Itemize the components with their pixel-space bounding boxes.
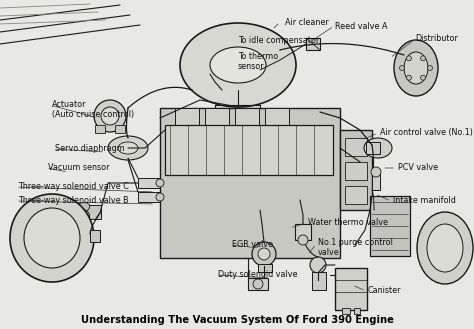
Bar — [342, 308, 350, 314]
Circle shape — [298, 235, 308, 245]
Circle shape — [94, 100, 126, 132]
Text: Air cleaner: Air cleaner — [285, 18, 329, 27]
Circle shape — [407, 75, 411, 80]
Bar — [370, 196, 410, 256]
Text: PCV valve: PCV valve — [398, 163, 438, 172]
Bar — [115, 125, 125, 133]
Bar — [205, 108, 229, 126]
Circle shape — [371, 167, 381, 177]
Text: Air control valve (No.1): Air control valve (No.1) — [380, 128, 473, 137]
Bar — [138, 178, 160, 188]
Text: Canister: Canister — [368, 286, 401, 295]
Text: Actuator
(Auto cruise control): Actuator (Auto cruise control) — [52, 100, 134, 119]
Bar — [345, 138, 367, 156]
Text: Intake manifold: Intake manifold — [393, 196, 456, 205]
Ellipse shape — [394, 40, 438, 96]
Circle shape — [400, 65, 404, 70]
Bar — [295, 224, 311, 240]
Bar — [335, 268, 367, 310]
Ellipse shape — [417, 212, 473, 284]
Bar — [175, 108, 199, 126]
Bar — [345, 186, 367, 204]
Bar — [90, 230, 100, 242]
Bar — [235, 108, 259, 126]
Bar — [345, 162, 367, 180]
Bar — [265, 108, 289, 126]
Bar — [160, 108, 340, 258]
Ellipse shape — [180, 23, 296, 107]
Bar — [95, 125, 105, 133]
Bar — [306, 38, 320, 50]
Ellipse shape — [10, 194, 94, 282]
Ellipse shape — [427, 224, 463, 272]
Ellipse shape — [74, 203, 90, 214]
Bar — [248, 278, 268, 290]
Circle shape — [253, 279, 263, 289]
Text: To idle compensator: To idle compensator — [238, 36, 319, 45]
Bar — [138, 192, 160, 202]
Ellipse shape — [364, 138, 392, 158]
Ellipse shape — [24, 208, 80, 268]
Bar — [312, 272, 326, 290]
Text: Servo diaphragm: Servo diaphragm — [55, 144, 125, 153]
Circle shape — [420, 56, 426, 61]
Text: EGR valve: EGR valve — [232, 240, 273, 249]
Bar — [258, 264, 272, 272]
Text: No.1 purge control
valve: No.1 purge control valve — [318, 238, 393, 257]
Text: Three-way solenoid valve B: Three-way solenoid valve B — [18, 196, 128, 205]
Bar — [340, 130, 372, 210]
Text: Duty solenoid valve: Duty solenoid valve — [218, 270, 298, 279]
Circle shape — [156, 179, 164, 187]
Text: Distributor: Distributor — [415, 34, 458, 43]
Ellipse shape — [118, 142, 138, 154]
Ellipse shape — [404, 52, 428, 84]
Bar — [354, 308, 360, 314]
Text: Understanding The Vacuum System Of Ford 390 Engine: Understanding The Vacuum System Of Ford … — [81, 315, 393, 325]
Bar — [372, 172, 380, 190]
Circle shape — [428, 65, 432, 70]
Bar — [366, 142, 380, 154]
Text: Three-way solenoid valve C: Three-way solenoid valve C — [18, 182, 129, 191]
Ellipse shape — [74, 209, 90, 219]
Circle shape — [252, 242, 276, 266]
Circle shape — [258, 248, 270, 260]
Circle shape — [420, 75, 426, 80]
Text: To thermo
sensor: To thermo sensor — [238, 52, 278, 71]
Circle shape — [310, 257, 326, 273]
Text: Water thermo valve: Water thermo valve — [308, 218, 388, 227]
Ellipse shape — [210, 47, 266, 83]
Ellipse shape — [108, 136, 148, 160]
Text: Reed valve A: Reed valve A — [335, 22, 388, 31]
Circle shape — [407, 56, 411, 61]
Circle shape — [156, 193, 164, 201]
Circle shape — [101, 107, 119, 125]
Bar — [165, 125, 333, 175]
Text: Vacuum sensor: Vacuum sensor — [48, 163, 109, 172]
Bar — [85, 205, 101, 219]
